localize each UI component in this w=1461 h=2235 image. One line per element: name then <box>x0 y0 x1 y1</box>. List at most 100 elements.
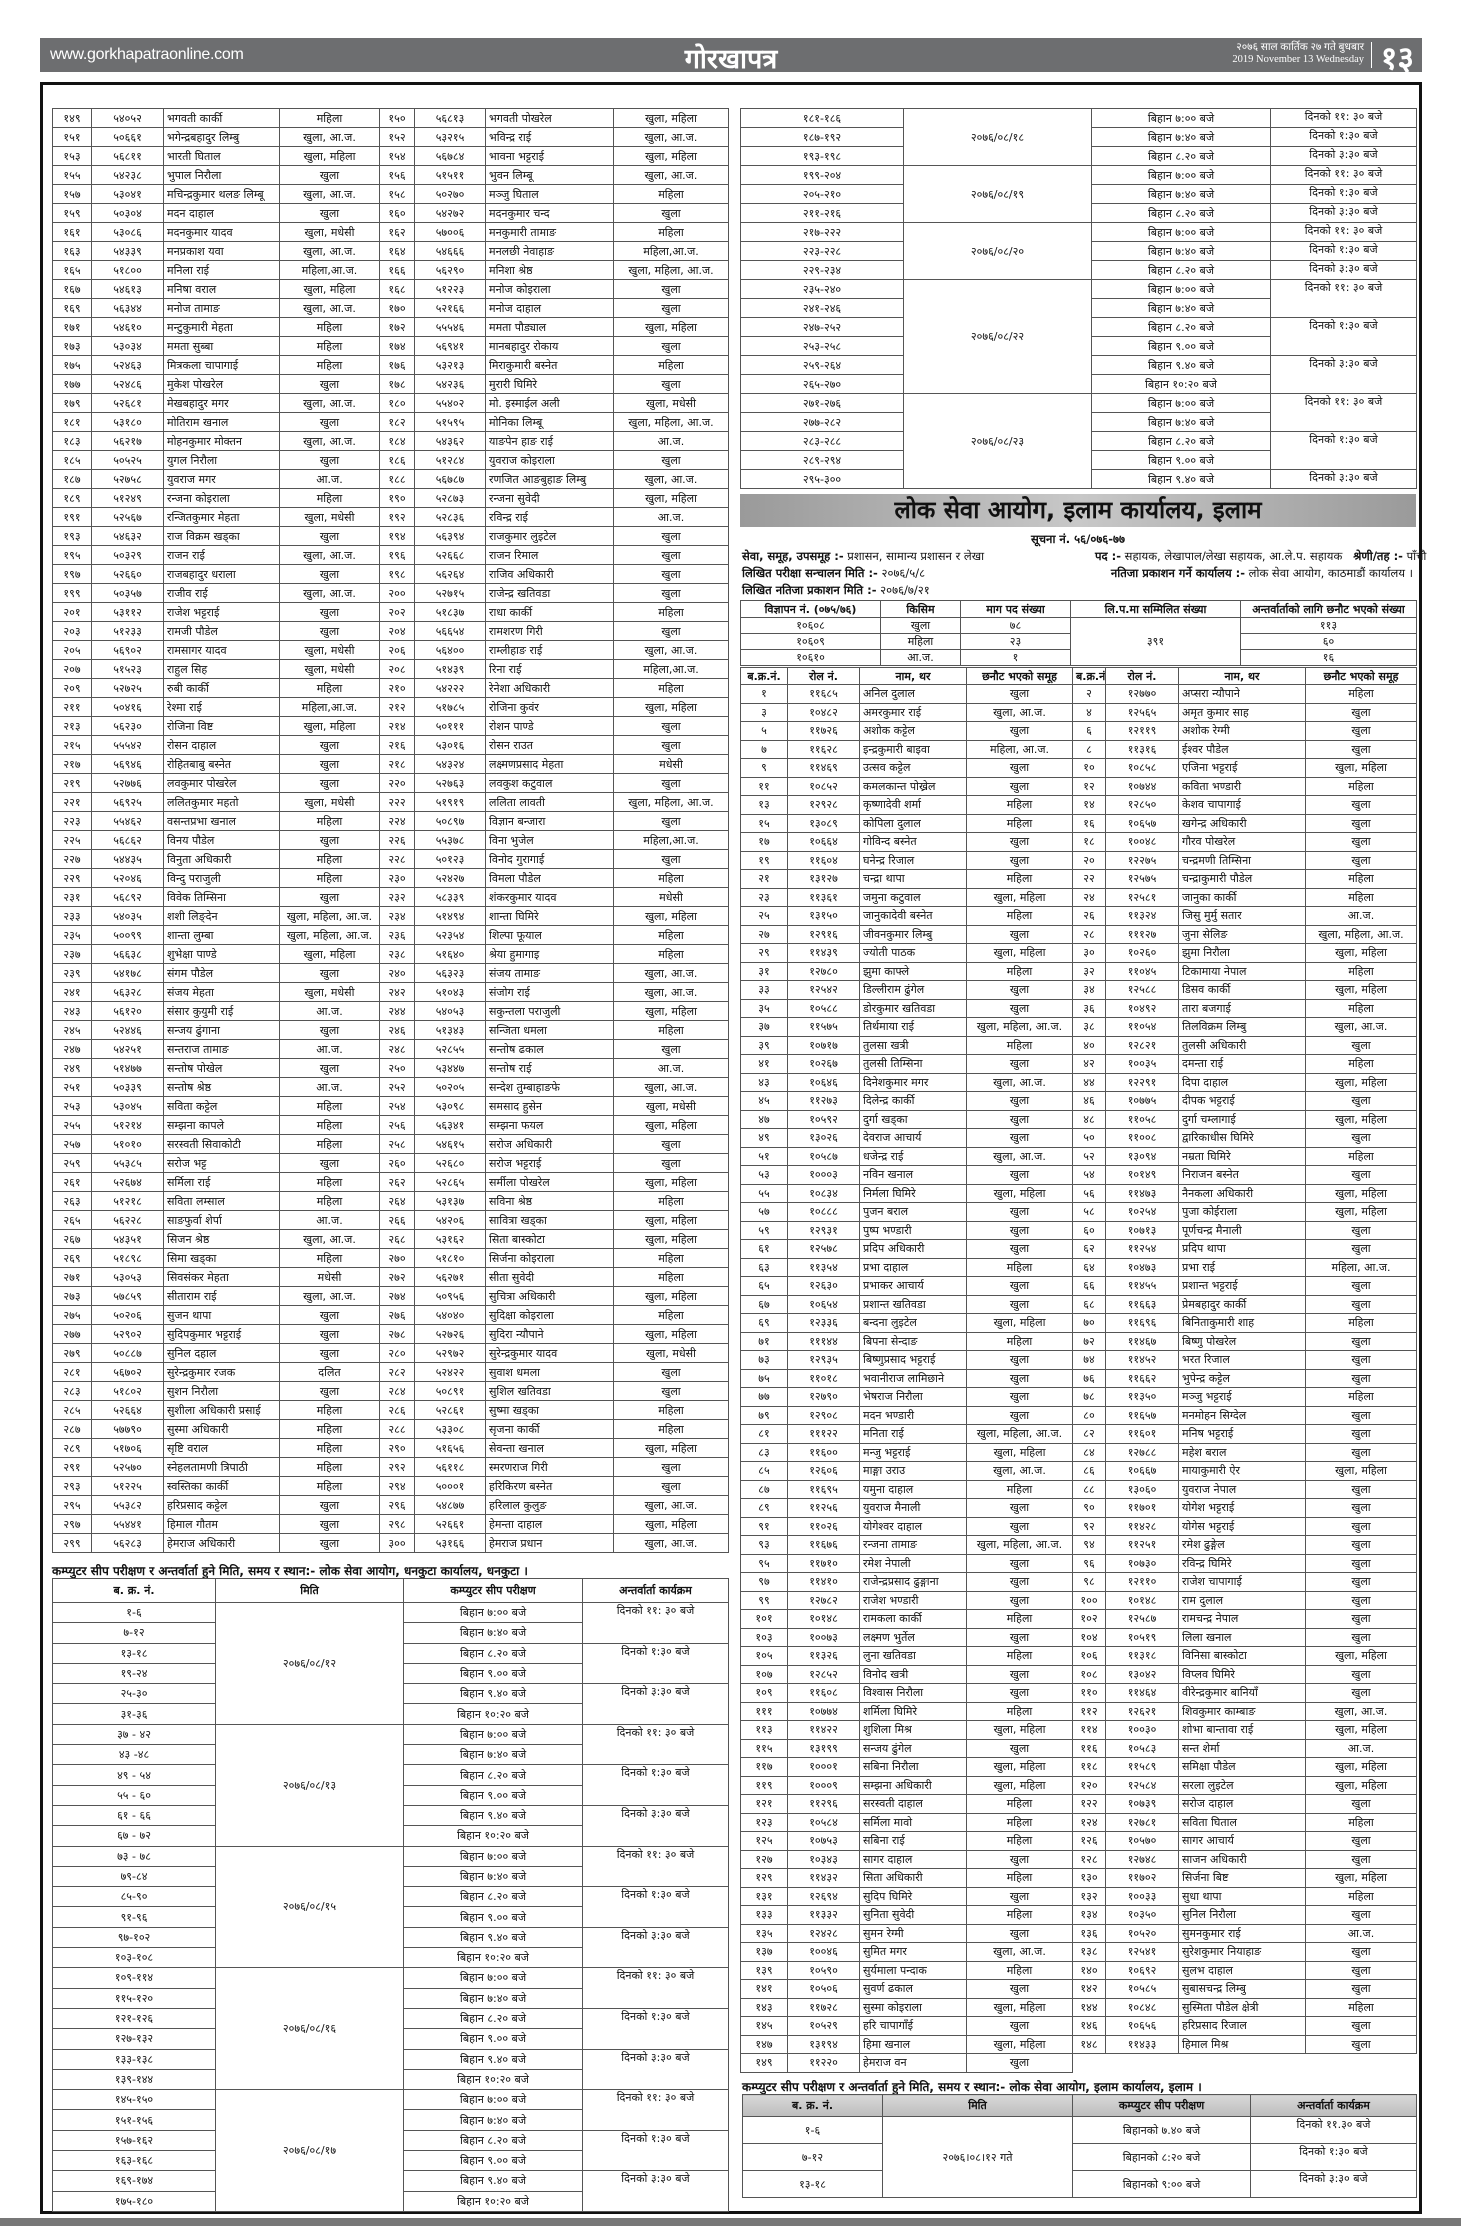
candidate-name: साजन अधिकारी <box>1178 1849 1306 1869</box>
candidate-name: ललितकुमार महतो <box>163 792 280 812</box>
shortlisted-group: खुला <box>1305 832 1417 852</box>
computer-test-time: बिहान ७:०० बजे <box>403 2089 583 2111</box>
serial-no: ३७ <box>740 1017 788 1037</box>
candidate-name: भेषराज निरौला <box>859 1387 967 1407</box>
interview-time: दिनको ११: ३० बजे <box>1270 279 1417 318</box>
roll-no: ५४६३२ <box>91 526 164 546</box>
candidate-name: सिर्जना बिष्ट <box>1178 1868 1306 1888</box>
table-row: २१७ ५६९४६ रोहितबाबु बस्नेत खुला २१८ ५४३२४ लक्ष… <box>52 754 729 774</box>
computer-test-time: बिहान ८.२० बजे <box>403 1764 583 1786</box>
shortlisted-group: खुला <box>1305 850 1417 870</box>
serial-no: २५६ <box>379 1115 415 1135</box>
serial-no: ८४ <box>1072 1442 1106 1462</box>
table-row: २८३ ५१८०२ सुशन निरौला खुला २८४ ५०८९१ सुशिल खति… <box>52 1381 729 1401</box>
serial-no: २९२ <box>379 1457 415 1477</box>
table-row: १०७ १२८५२ विनोद खत्री खुला १०८ १३०४२ विप्लव घि… <box>740 1664 1417 1684</box>
candidate-name: गोविन्द बस्नेत <box>859 832 967 852</box>
serial-no: १६६ <box>379 260 415 280</box>
shortlisted-group: महिला <box>613 1419 729 1439</box>
schedule-row: २८३-२८८ बिहान ८.२० बजे दिनको १:३० बजे <box>740 431 1417 470</box>
roll-no: ५१२८४ <box>414 450 486 470</box>
shortlisted-group: महिला <box>613 1267 729 1287</box>
roll-no: ५६८११ <box>91 146 164 166</box>
schedule-row: ७३ - ७८ २०७६/०८/१५ बिहान ७:०० बजे दिनको ११:… <box>52 1845 729 1969</box>
schedule-row: २२३-२२८ बिहान ७:४० बजे दिनको १:३० बजे <box>740 241 1417 261</box>
table-row: २६७ ५४३५१ सिजन श्रेष्ठ खुला, आ.ज. २६८ ५३१६२ सि… <box>52 1229 729 1249</box>
candidate-name: अमरकुमार राई <box>859 702 967 722</box>
roll-no: ५४२५१ <box>91 1039 164 1059</box>
roll-no: ११०५८ <box>1105 1109 1179 1129</box>
schedule-row: १०९-११४ २०७६/०८/१६ बिहान ७:०० बजे दिनको ११:… <box>52 1967 729 2091</box>
roll-no: ५३१३७ <box>414 1191 486 1211</box>
roll-no: १०७७४ <box>787 1701 860 1721</box>
candidate-name: सुवर्ण ढकाल <box>859 1979 967 1999</box>
interview-time: दिनको ११: ३० बजे <box>582 1845 729 1888</box>
roll-no: १०५८८ <box>787 998 860 1018</box>
table-row: १०१ १०१४८ रामकला कार्की महिला १०२ १२५८७ रामचन्… <box>740 1609 1417 1629</box>
shortlisted-group: खुला <box>1305 1331 1417 1351</box>
interview-time: दिनको १:३० बजे <box>1270 317 1417 356</box>
table-row: ८१ १११२२ मनिता राई खुला, महिला, आ.ज. ८२ ११६०१… <box>740 1424 1417 1444</box>
roll-no: ५५३८२ <box>91 1495 164 1515</box>
serial-no: ३६ <box>1072 998 1106 1018</box>
serial-no: १७५ <box>52 355 92 375</box>
shortlisted-group: खुला, महिला <box>1305 1868 1417 1888</box>
demand-posts: ७८ <box>960 617 1071 634</box>
computer-test-time: बिहान ९.०० बजे <box>1091 336 1271 356</box>
shortlisted-group: खुला <box>613 545 729 565</box>
shortlisted-group: महिला <box>1305 1812 1417 1832</box>
roll-no: १०२६० <box>1105 943 1179 963</box>
roll-range: २३५-२४० <box>740 279 904 299</box>
computer-test-time: बिहान ८.२० बजे <box>403 1642 583 1664</box>
roll-no: १२५४२ <box>787 980 860 1000</box>
shortlisted-group: महिला <box>279 1457 380 1477</box>
serial-no: १४१ <box>740 1979 788 1999</box>
table-row: २३९ ५४१७८ संगम पौडेल खुला २४० ५६३२३ संजय तामाङ… <box>52 963 729 983</box>
table-row: २१५ ५५५४२ रोसन दाहाल खुला २१६ ५३०१६ रोसन राउत ख… <box>52 735 729 755</box>
interview-time: दिनको ११: ३० बजे <box>582 1602 729 1644</box>
roll-no: ११६६३ <box>1105 1294 1179 1314</box>
candidate-name: दिपा दाहाल <box>1178 1072 1306 1092</box>
candidate-name: विनोद खत्री <box>859 1664 967 1684</box>
roll-no: १२४२८ <box>787 1923 860 1943</box>
interview-time: दिनको ३:३० बजे <box>1270 469 1417 489</box>
shortlisted-group: खुला, महिला <box>1305 758 1417 778</box>
roll-no: ५४०५३ <box>414 1001 486 1021</box>
roll-no: १३१९९ <box>787 1738 860 1758</box>
schedule-row: १८१-१८६ २०७६/०८/१८ बिहान ७:०० बजे दिनको ११:… <box>740 108 1417 166</box>
candidate-name: कमलकान्त पोख्रेल <box>859 776 967 796</box>
table-row: १७३ ५३०३४ ममता सुब्बा महिला १७४ ५६९४१ मानबहादु… <box>52 336 729 356</box>
candidate-name: संगम पौडेल <box>163 963 280 983</box>
serial-no: ७४ <box>1072 1350 1106 1370</box>
table-row: २३३ ५४०३५ शशी लिङ्देन खुला, महिला, आ.ज. २३४ ५… <box>52 906 729 926</box>
roll-no: ५०८९७ <box>414 811 486 831</box>
shortlisted-group: खुला, आ.ज. <box>966 1942 1073 1962</box>
computer-test-time: बिहान ८.२० बजे <box>1091 146 1271 166</box>
roll-range: ११५-१२० <box>52 1987 216 2009</box>
serial-no: १४ <box>1072 795 1106 815</box>
serial-no: २५१ <box>52 1077 92 1097</box>
shortlisted-group: महिला <box>966 1257 1073 1277</box>
computer-test-time: बिहान ९.४० बजे <box>403 2170 583 2192</box>
advertisement-no: १०६०९ <box>740 633 881 650</box>
candidate-name: भवानीराज लामिछाने <box>859 1368 967 1388</box>
serial-no: १५७ <box>52 184 92 204</box>
roll-no: ५२७२६ <box>414 1324 486 1344</box>
shortlisted-group: आ.ज. <box>279 1077 380 1097</box>
table-row: ४१ १०२६७ तुलसी तिम्सिना खुला ४२ १००३५ दमन्ता र… <box>740 1054 1417 1074</box>
serial-no: ११८ <box>1072 1757 1106 1777</box>
shortlisted-group: महिला <box>613 868 729 888</box>
shortlisted-group: खुला <box>966 980 1073 1000</box>
serial-no: २७२ <box>379 1267 415 1287</box>
table-row: १६१ ५३०८६ मदनकुमार यादव खुला, मधेसी १६२ ५७००६… <box>52 222 729 242</box>
shortlisted-group: खुला <box>1305 1683 1417 1703</box>
interview-time: दिनको १:३० बजे <box>582 2129 729 2172</box>
shortlisted-group: खुला <box>613 1134 729 1154</box>
computer-test-time: बिहान ९.०० बजे <box>403 1662 583 1685</box>
roll-no: १२७८८ <box>1105 1442 1179 1462</box>
roll-range: १६३-१६८ <box>52 2150 216 2172</box>
serial-no: ११२ <box>1072 1701 1106 1721</box>
table-row: १३९ १०५९० सुर्यमाला पन्दाक महिला १४० १०६९२ सुल… <box>740 1960 1417 1980</box>
roll-no: १३१५० <box>787 906 860 926</box>
shortlisted-group: खुला <box>966 924 1073 944</box>
